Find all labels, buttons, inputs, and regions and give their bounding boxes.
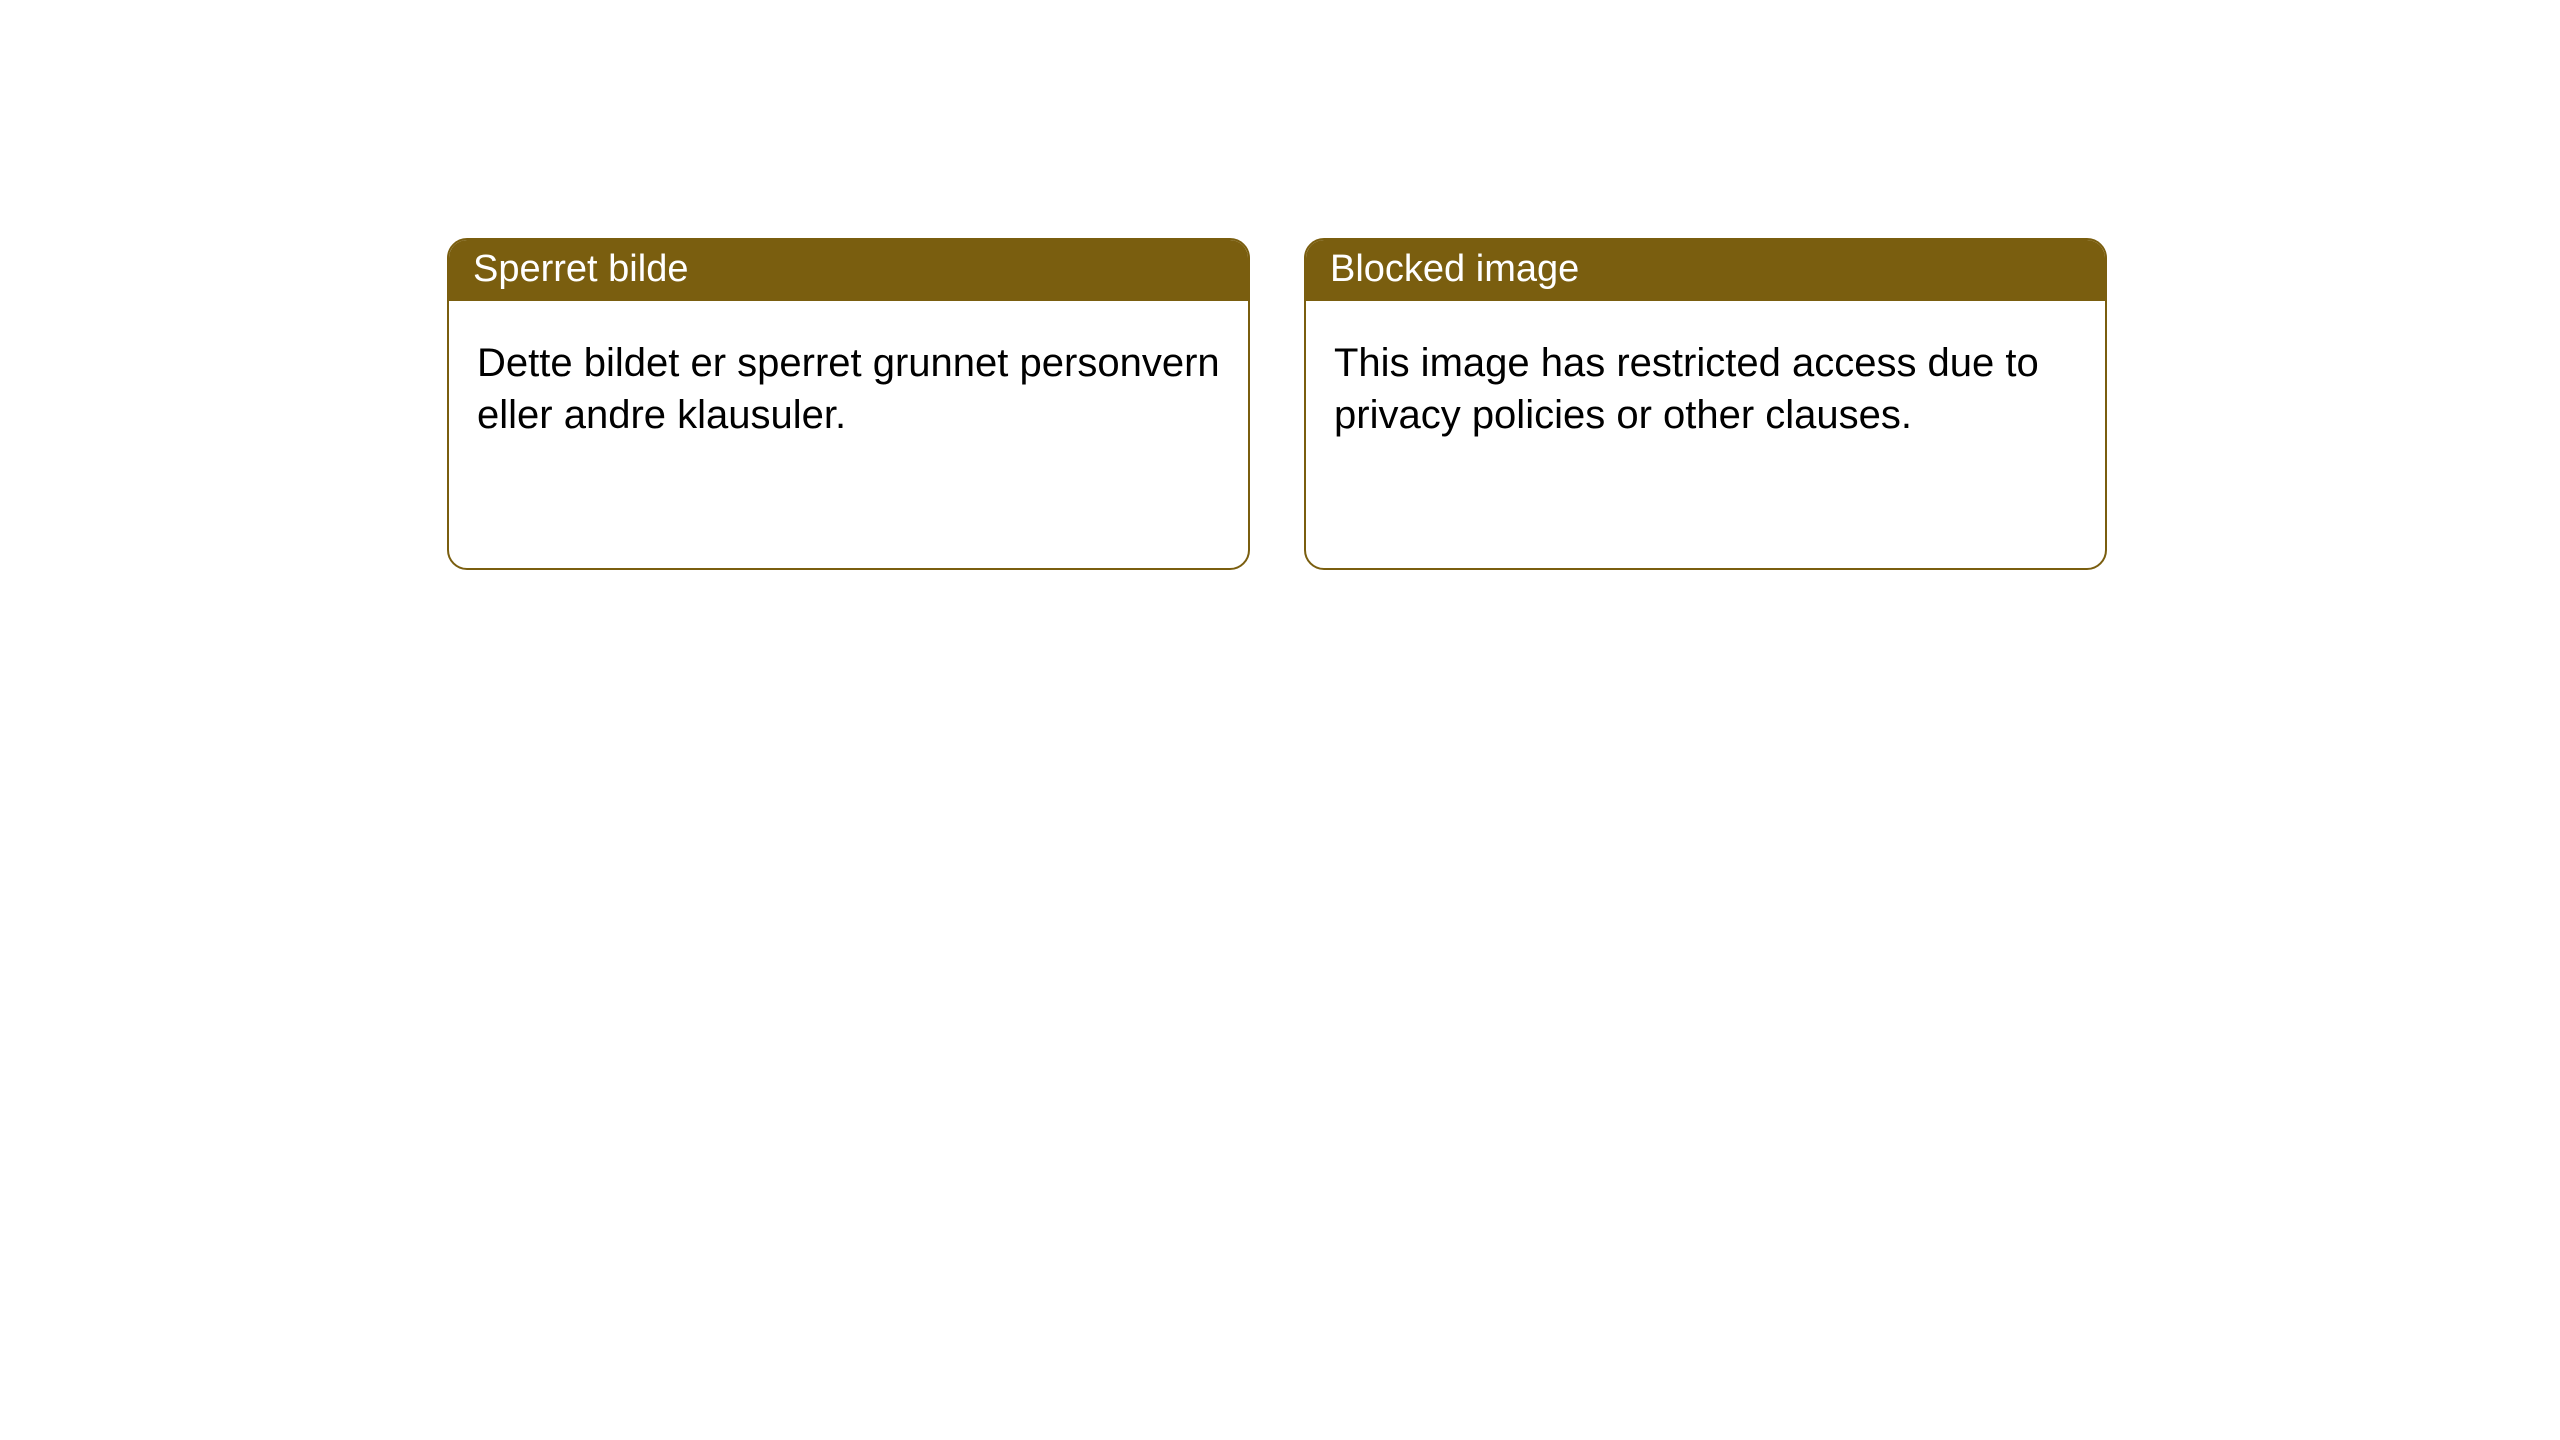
card-header: Sperret bilde — [449, 240, 1248, 301]
cards-container: Sperret bilde Dette bildet er sperret gr… — [0, 0, 2560, 570]
blocked-image-card-no: Sperret bilde Dette bildet er sperret gr… — [447, 238, 1250, 570]
blocked-image-card-en: Blocked image This image has restricted … — [1304, 238, 2107, 570]
card-header: Blocked image — [1306, 240, 2105, 301]
card-body: Dette bildet er sperret grunnet personve… — [449, 301, 1248, 477]
card-body: This image has restricted access due to … — [1306, 301, 2105, 477]
